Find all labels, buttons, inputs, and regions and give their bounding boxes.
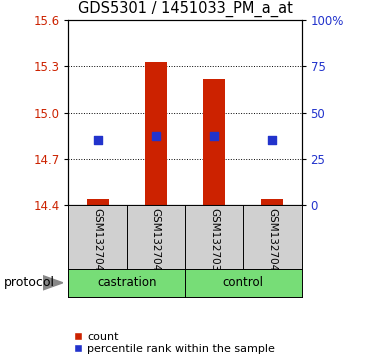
Point bbox=[211, 133, 217, 139]
Bar bbox=[203, 78, 225, 205]
Legend: count, percentile rank within the sample: count, percentile rank within the sample bbox=[74, 332, 275, 354]
Bar bbox=[261, 199, 283, 205]
Point bbox=[95, 137, 101, 143]
Bar bbox=[145, 62, 167, 205]
Polygon shape bbox=[43, 276, 63, 290]
Point bbox=[269, 137, 275, 143]
Text: protocol: protocol bbox=[4, 276, 55, 289]
Point bbox=[153, 133, 159, 139]
Text: control: control bbox=[223, 276, 264, 289]
Text: GSM1327040: GSM1327040 bbox=[268, 208, 278, 277]
Bar bbox=[87, 199, 109, 205]
Title: GDS5301 / 1451033_PM_a_at: GDS5301 / 1451033_PM_a_at bbox=[78, 1, 292, 17]
Text: GSM1327039: GSM1327039 bbox=[209, 208, 219, 277]
Text: GSM1327042: GSM1327042 bbox=[151, 208, 161, 277]
Text: GSM1327041: GSM1327041 bbox=[92, 208, 102, 277]
Text: castration: castration bbox=[97, 276, 157, 289]
